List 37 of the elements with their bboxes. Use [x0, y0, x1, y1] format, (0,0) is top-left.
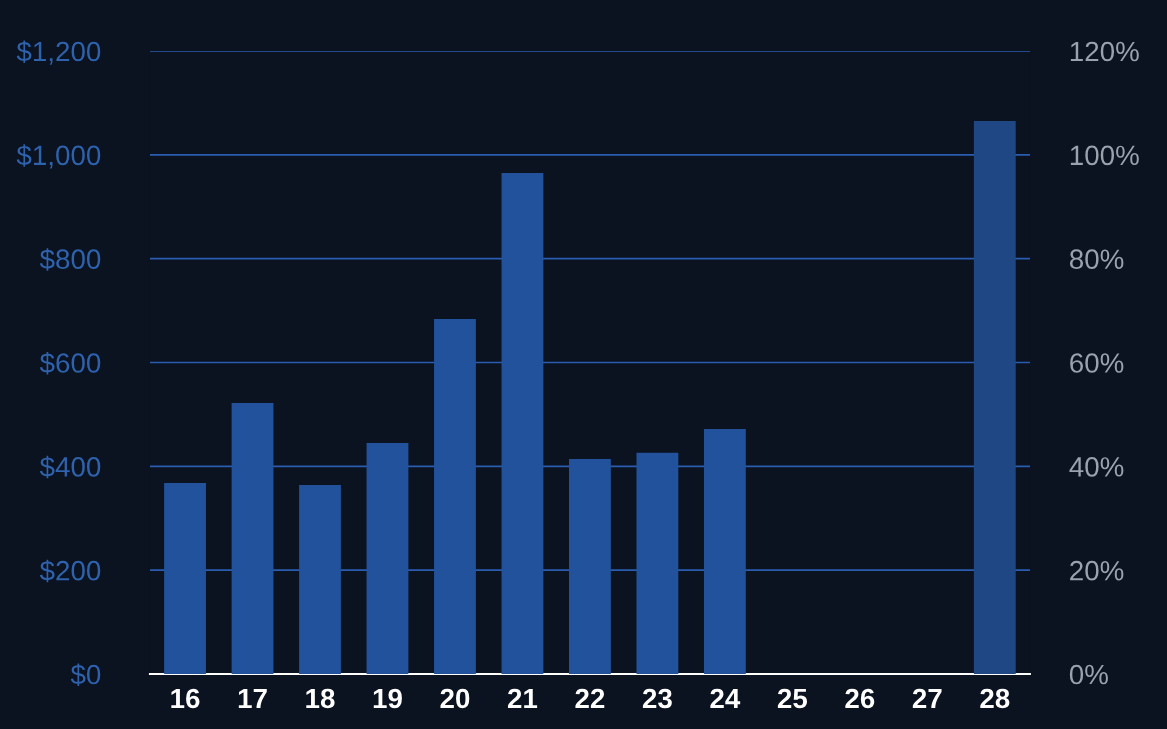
- x-tick-label: 20: [440, 688, 470, 709]
- y-tick-label: $600: [39, 352, 101, 375]
- x-tick-label: 23: [642, 688, 672, 709]
- y2-tick-label: 100%: [1070, 145, 1139, 166]
- x-tick-label: 17: [238, 688, 267, 709]
- y2-tick-label: 120%: [1070, 41, 1139, 62]
- y-tick-label: $0: [70, 663, 101, 687]
- bar: [434, 318, 476, 675]
- bar: [366, 443, 409, 675]
- x-tick-label: 26: [845, 688, 875, 709]
- y-tick-label: $200: [39, 559, 101, 583]
- y-tick-label: $1,200: [16, 40, 101, 65]
- x-tick-label: 19: [373, 688, 402, 709]
- y2-tick-label: 40%: [1069, 457, 1124, 477]
- y-tick-label: $400: [39, 455, 101, 479]
- y-tick-label: $800: [39, 248, 101, 271]
- bar: [231, 403, 274, 675]
- x-tick-label: 16: [171, 688, 200, 709]
- x-tick-label: 27: [912, 688, 942, 709]
- y2-tick-label: 0%: [1069, 664, 1108, 685]
- x-tick-label: 28: [980, 688, 1010, 709]
- bar: [501, 173, 544, 675]
- bar: [636, 452, 679, 675]
- y2-tick-label: 20%: [1070, 560, 1124, 581]
- y2-tick-label: 80%: [1069, 249, 1124, 270]
- x-tick-label: 18: [306, 688, 335, 709]
- bar: [164, 482, 206, 675]
- bar: [703, 428, 746, 675]
- bar: [299, 485, 341, 675]
- x-tick-label: 24: [710, 688, 741, 709]
- bar: [973, 121, 1016, 675]
- x-tick-label: 25: [777, 688, 808, 709]
- y-tick-label: $1,000: [16, 144, 101, 169]
- y2-tick-label: 60%: [1070, 353, 1124, 373]
- bar: [569, 459, 611, 675]
- x-tick-label: 22: [575, 688, 605, 709]
- x-tick-label: 21: [507, 688, 538, 709]
